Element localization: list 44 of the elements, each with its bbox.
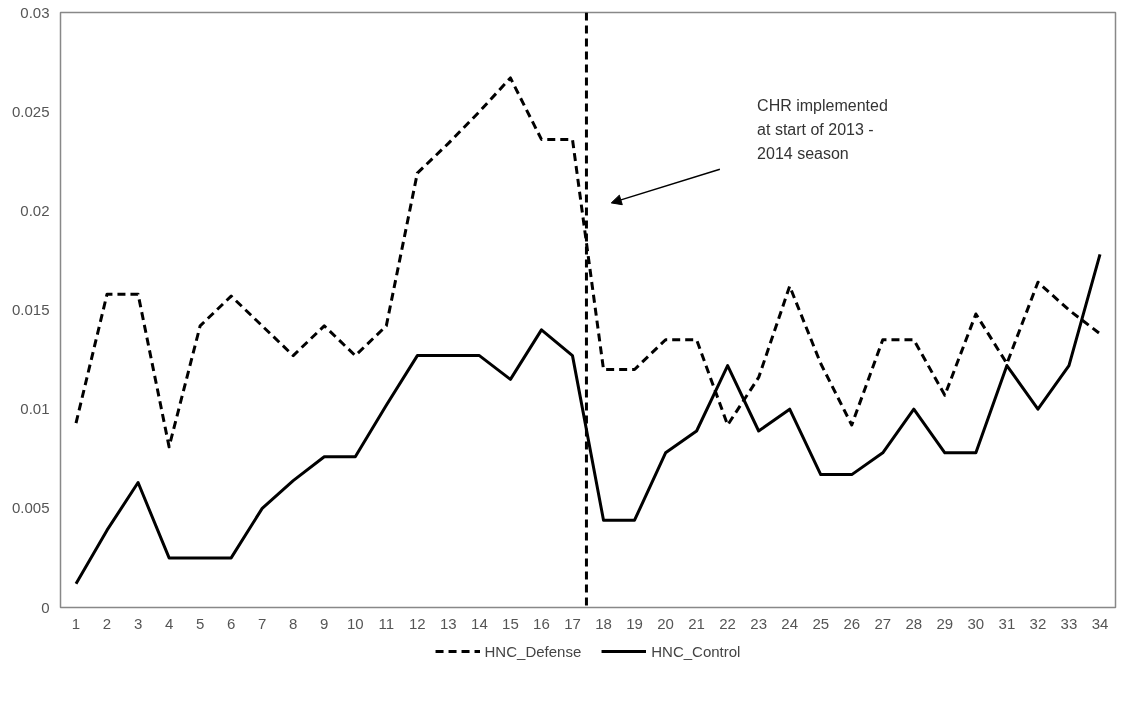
x-tick-label: 11 (378, 614, 395, 632)
x-tick-label: 3 (133, 614, 143, 632)
x-tick-label: 8 (289, 614, 298, 632)
x-tick-label: 13 (440, 614, 457, 632)
x-tick-label: 30 (967, 614, 985, 632)
annotation: CHR implemented at start of 2013 - 2014 season (757, 96, 888, 162)
x-tick-label: 18 (595, 614, 612, 632)
x-tick-label: 16 (533, 614, 550, 632)
x-tick-label: 21 (688, 614, 705, 632)
x-tick-label: 14 (471, 614, 488, 632)
x-tick-label: 31 (998, 614, 1016, 632)
x-tick-label: 27 (874, 614, 892, 632)
x-tick-label: 2 (102, 614, 112, 632)
x-tick-label: 12 (409, 614, 426, 632)
x-tick-label: 6 (226, 614, 236, 632)
y-tick-label: 0.02 (20, 201, 50, 219)
x-tick-label: 23 (750, 614, 768, 632)
x-tick-label: 32 (1029, 614, 1047, 632)
x-tick-label: 33 (1060, 614, 1078, 632)
x-tick-label: 29 (936, 614, 954, 632)
y-tick-label: 0.01 (20, 400, 50, 418)
y-tick-label: 0.005 (11, 499, 50, 517)
x-tick-label: 20 (657, 614, 674, 632)
x-tick-label: 15 (502, 614, 519, 632)
x-tick-label: 19 (626, 614, 643, 632)
legend-label: HNC_Defense (484, 642, 582, 660)
x-tick-label: 7 (258, 614, 267, 632)
x-tick-label: 24 (781, 614, 799, 632)
y-tick-label: 0.025 (11, 102, 50, 120)
x-tick-label: 1 (71, 614, 81, 632)
x-tick-label: 22 (719, 614, 736, 632)
x-tick-label: 26 (843, 614, 861, 632)
x-tick-label: 5 (195, 614, 205, 632)
x-tick-label: 10 (346, 614, 364, 632)
y-tick-label: 0 (41, 598, 50, 616)
x-tick-label: 9 (320, 614, 329, 632)
x-tick-label: 4 (164, 614, 174, 632)
y-tick-label: 0.03 (20, 3, 50, 21)
legend-label: HNC_Control (651, 642, 741, 660)
x-tick-label: 34 (1091, 614, 1109, 632)
x-tick-label: 17 (564, 614, 581, 632)
x-tick-label: 28 (905, 614, 923, 632)
y-tick-label: 0.015 (11, 301, 50, 318)
x-tick-label: 25 (812, 614, 830, 632)
